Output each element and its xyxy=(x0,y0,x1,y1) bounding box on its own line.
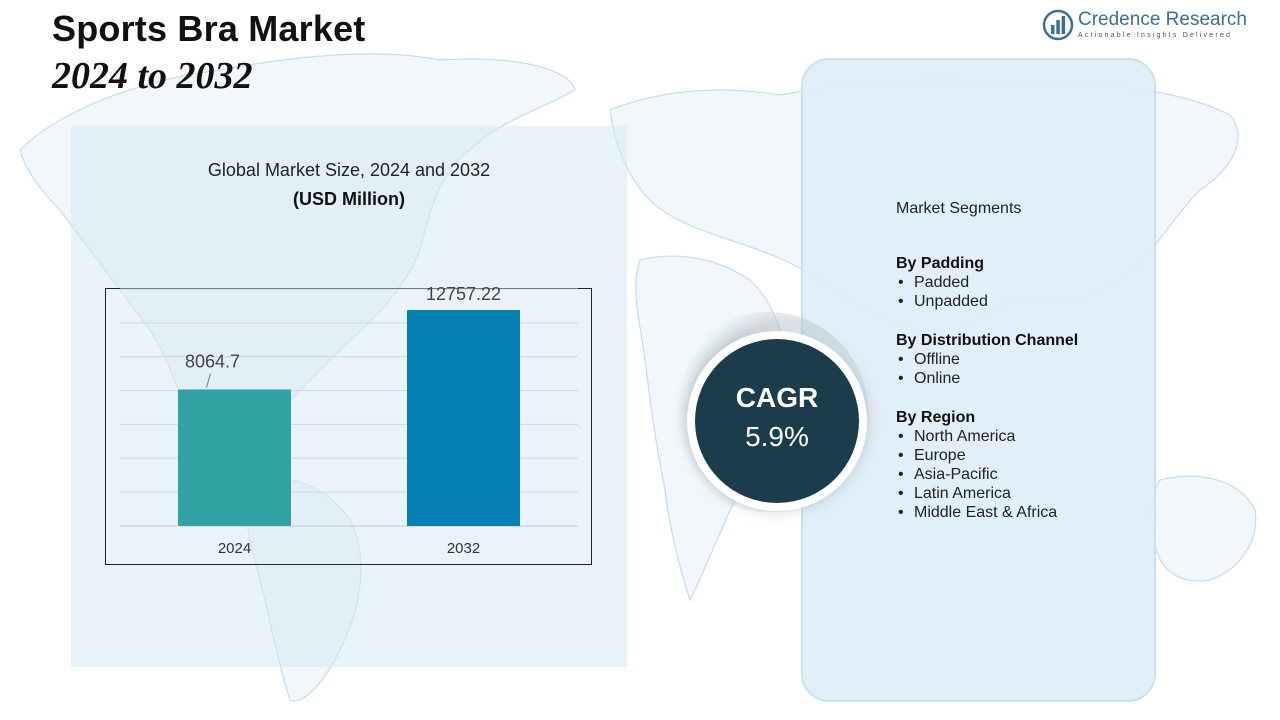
bar-2024 xyxy=(178,389,291,526)
x-tick-label: 2024 xyxy=(218,540,251,557)
segment-group-distribution-channel: By Distribution Channel Offline Online xyxy=(896,331,1078,388)
segment-item: Latin America xyxy=(896,484,1057,503)
chart-subtitle: (USD Million) xyxy=(293,189,405,209)
cagr-badge xyxy=(695,339,859,503)
segment-item: North America xyxy=(896,427,1057,446)
segment-item: Online xyxy=(896,369,1078,388)
cagr-value: 5.9% xyxy=(745,421,809,452)
segments-heading: Market Segments xyxy=(896,200,1022,217)
segment-group-region: By Region North America Europe Asia-Paci… xyxy=(896,408,1057,522)
bar-chart-plot: 8064.7 2024 12757.22 2032 xyxy=(120,284,578,557)
segment-group-padding: By Padding Padded Unpadded xyxy=(896,254,988,311)
page-title: Sports Bra Market xyxy=(52,8,366,49)
page-subtitle-years: 2024 to 2032 xyxy=(52,55,253,97)
brand-logo[interactable]: Credence Research Actionable Insights De… xyxy=(1040,6,1260,46)
segment-item: Europe xyxy=(896,446,1057,465)
data-label: 12757.22 xyxy=(426,284,501,304)
brand-tagline: Actionable Insights Delivered xyxy=(1078,32,1233,39)
bar-chart-globe-icon xyxy=(1042,9,1074,41)
data-label: 8064.7 xyxy=(185,351,240,371)
segment-item: Padded xyxy=(896,273,988,292)
x-tick-label: 2032 xyxy=(447,540,480,557)
segment-group-title: By Distribution Channel xyxy=(896,332,1079,349)
segment-item: Middle East & Africa xyxy=(896,503,1057,522)
chart-title: Global Market Size, 2024 and 2032 xyxy=(207,160,491,180)
data-label-leader xyxy=(206,373,211,388)
segment-group-title: By Region xyxy=(896,409,976,426)
segment-item: Asia-Pacific xyxy=(896,465,1057,484)
market-size-panel xyxy=(71,126,627,667)
cagr-label: CAGR xyxy=(735,382,819,413)
segment-group-title: By Padding xyxy=(896,255,985,272)
bar-2032 xyxy=(407,310,520,526)
bar-chart: 8064.7 2024 12757.22 2032 xyxy=(105,284,592,565)
segment-item: Unpadded xyxy=(896,292,988,311)
segment-item: Offline xyxy=(896,350,1078,369)
brand-name: Credence Research xyxy=(1078,9,1247,30)
